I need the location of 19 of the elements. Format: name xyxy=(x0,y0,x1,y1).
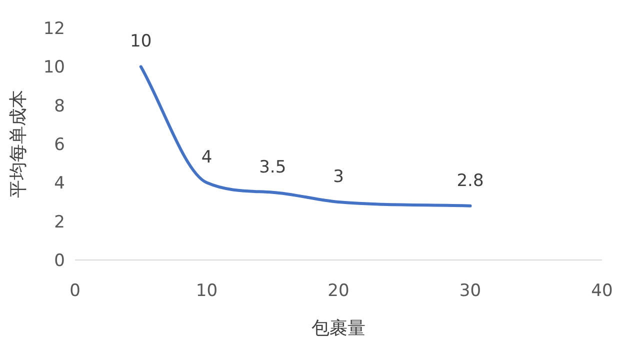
data-label: 3 xyxy=(333,167,344,187)
y-tick-label: 4 xyxy=(54,174,65,194)
data-label: 3.5 xyxy=(259,157,286,178)
data-label: 10 xyxy=(130,32,152,52)
data-label: 4 xyxy=(201,148,212,168)
y-tick-label: 12 xyxy=(43,19,65,39)
x-tick-label: 40 xyxy=(591,281,613,301)
y-axis-title: 平均每单成本 xyxy=(8,90,29,198)
x-tick-label: 0 xyxy=(70,281,80,301)
x-tick-label: 10 xyxy=(196,281,218,301)
x-axis-title: 包裹量 xyxy=(312,318,366,339)
y-tick-label: 6 xyxy=(54,135,65,155)
x-tick-label: 30 xyxy=(459,281,482,301)
y-tick-label: 8 xyxy=(54,96,65,116)
data-label: 2.8 xyxy=(456,170,484,191)
x-tick-label: 20 xyxy=(328,281,350,301)
y-tick-label: 10 xyxy=(43,58,65,78)
y-tick-label: 2 xyxy=(54,212,65,232)
y-tick-label: 0 xyxy=(54,251,65,271)
